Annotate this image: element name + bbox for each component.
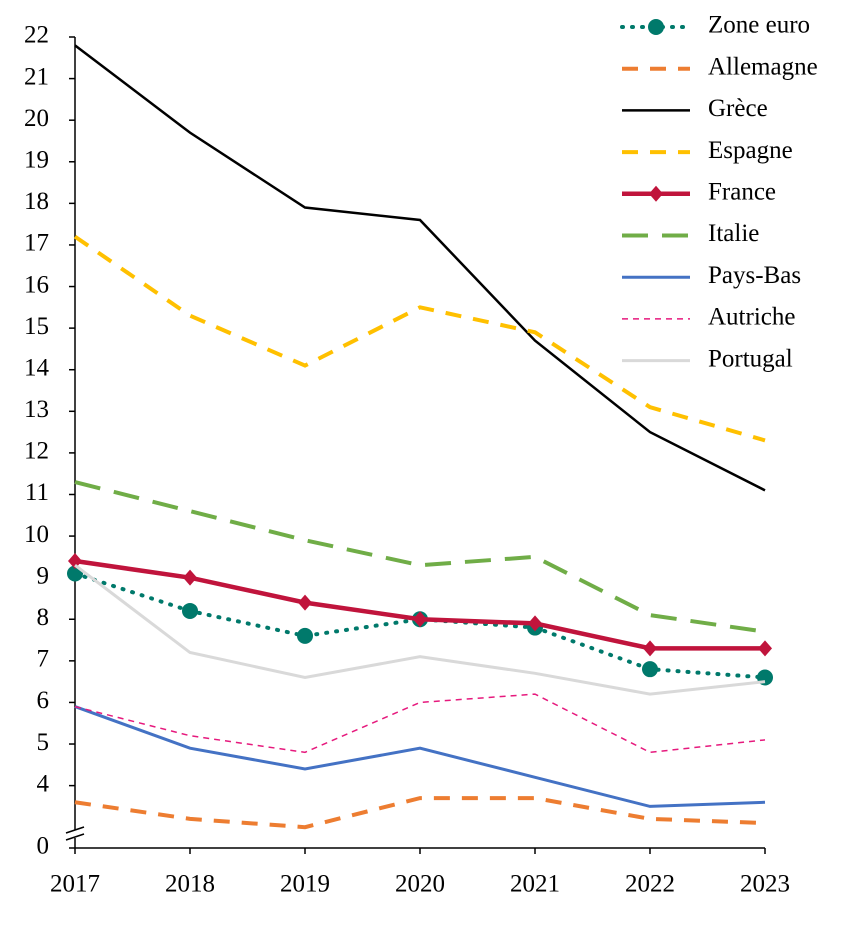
y-tick-label: 16: [24, 271, 49, 298]
series-line: [74, 558, 765, 651]
series-line: [74, 563, 766, 696]
legend-label: Pays-Bas: [708, 262, 801, 289]
y-tick-label: 12: [24, 438, 49, 465]
legend-label: Allemagne: [708, 53, 818, 80]
y-tick-label: 19: [24, 147, 49, 174]
y-tick-label: 10: [24, 521, 49, 548]
y-tick-label: 20: [24, 105, 49, 132]
marker: [298, 594, 312, 611]
y-tick-label: 9: [37, 562, 50, 589]
marker: [68, 553, 82, 570]
legend-label: Portugal: [708, 345, 793, 372]
marker: [183, 569, 197, 586]
series-line: [73, 234, 766, 443]
marker: [182, 602, 198, 619]
x-tick-label: 2018: [165, 871, 215, 898]
y-tick-label: 7: [37, 646, 50, 673]
legend-label: Italie: [708, 220, 759, 247]
x-tick-label: 2020: [395, 871, 445, 898]
marker: [758, 640, 772, 657]
legend-label: Espagne: [708, 137, 793, 164]
y-tick-label: 13: [24, 396, 49, 423]
marker: [649, 185, 663, 202]
y-tick-label: 6: [37, 687, 50, 714]
legend-label: Zone euro: [708, 12, 810, 39]
y-tick-label: 14: [24, 354, 50, 381]
series-line: [74, 796, 766, 830]
y-tick-label: 17: [24, 230, 49, 257]
axis-break: [65, 826, 85, 834]
legend-label: France: [708, 179, 776, 206]
x-tick-label: 2019: [280, 871, 330, 898]
marker: [642, 661, 658, 678]
marker: [413, 611, 427, 628]
y-tick-label: 4: [37, 770, 50, 797]
x-tick-label: 2023: [740, 871, 790, 898]
axis-break-gap: [67, 830, 83, 838]
y-tick-label: 5: [37, 729, 50, 756]
marker: [528, 615, 542, 632]
y-tick-label: 18: [24, 188, 49, 215]
y-tick-label: 8: [37, 604, 50, 631]
marker: [648, 19, 664, 35]
marker: [297, 627, 313, 644]
legend-label: Autriche: [708, 304, 795, 331]
series-line: [74, 44, 766, 492]
series-line: [74, 480, 766, 634]
y-tick-label: 15: [24, 313, 49, 340]
x-tick-label: 2021: [510, 871, 560, 898]
marker: [643, 640, 657, 657]
x-tick-label: 2022: [625, 871, 675, 898]
legend-label: Grèce: [708, 95, 768, 122]
y-tick-label: 0: [37, 833, 50, 860]
series-line: [74, 705, 766, 808]
y-tick-label: 22: [24, 22, 49, 49]
axis-break: [65, 833, 85, 841]
y-tick-label: 11: [25, 479, 49, 506]
x-tick-label: 2017: [50, 871, 100, 898]
y-tick-label: 21: [24, 63, 49, 90]
